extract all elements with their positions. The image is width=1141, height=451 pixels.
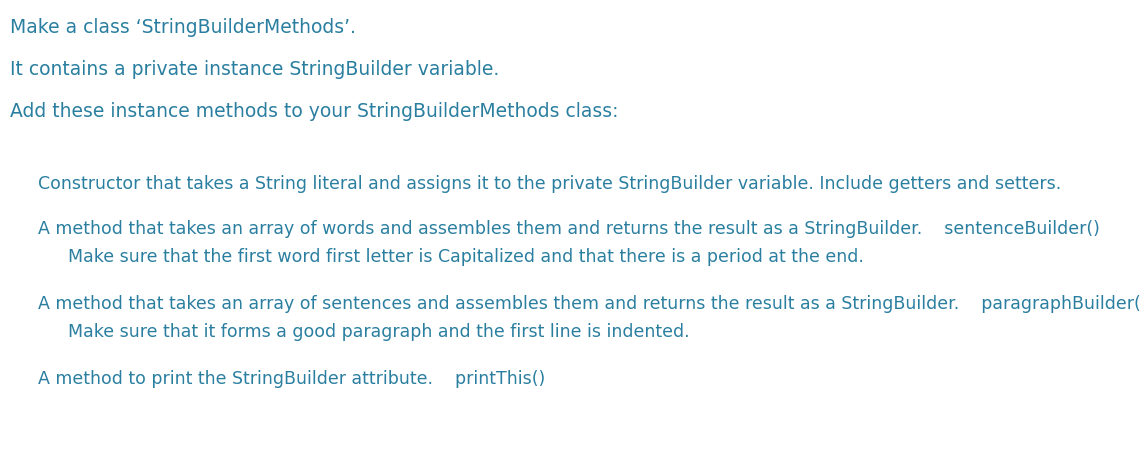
- Text: It contains a private instance StringBuilder variable.: It contains a private instance StringBui…: [10, 60, 500, 79]
- Text: Make sure that it forms a good paragraph and the first line is indented.: Make sure that it forms a good paragraph…: [68, 322, 689, 340]
- Text: Add these instance methods to your StringBuilderMethods class:: Add these instance methods to your Strin…: [10, 102, 618, 121]
- Text: Make a class ‘StringBuilderMethods’.: Make a class ‘StringBuilderMethods’.: [10, 18, 356, 37]
- Text: A method to print the StringBuilder attribute.    printThis(): A method to print the StringBuilder attr…: [38, 369, 545, 387]
- Text: A method that takes an array of sentences and assembles them and returns the res: A method that takes an array of sentence…: [38, 295, 1141, 312]
- Text: Constructor that takes a String literal and assigns it to the private StringBuil: Constructor that takes a String literal …: [38, 175, 1061, 193]
- Text: A method that takes an array of words and assembles them and returns the result : A method that takes an array of words an…: [38, 220, 1100, 238]
- Text: Make sure that the first word first letter is Capitalized and that there is a pe: Make sure that the first word first lett…: [68, 248, 864, 265]
